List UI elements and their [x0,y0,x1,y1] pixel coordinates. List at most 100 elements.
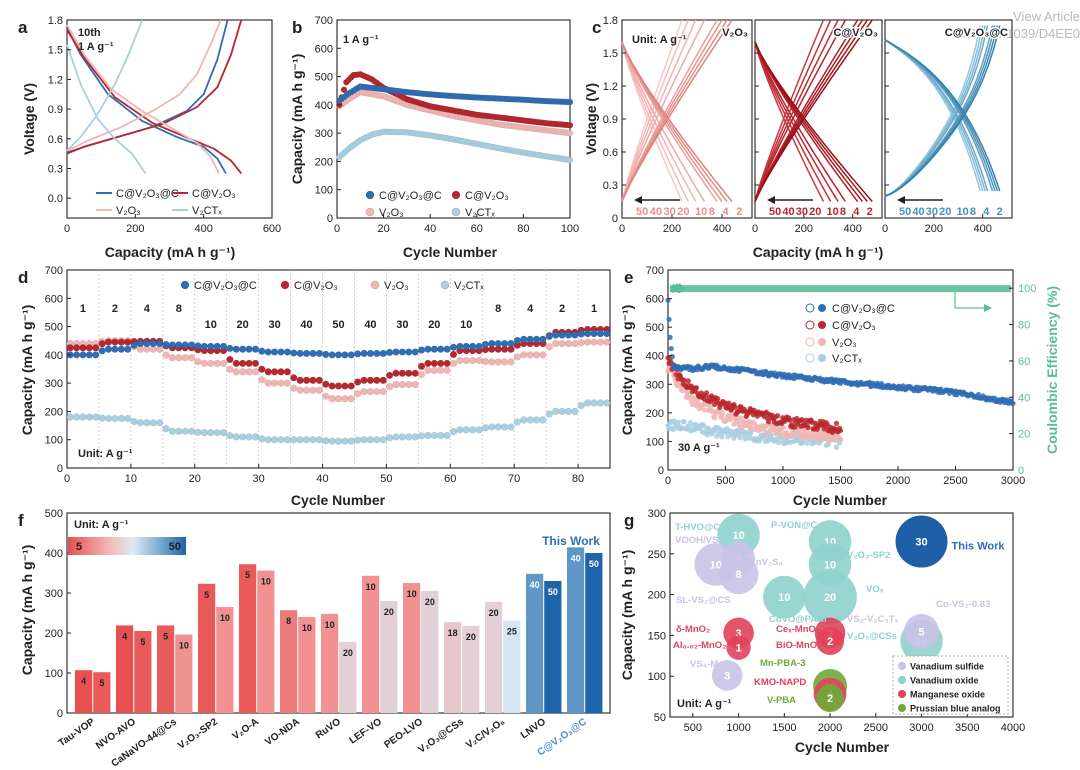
y-tick-label: 100 [648,671,666,683]
legend-marker [366,208,374,216]
data-point [386,349,393,356]
data-point [386,383,393,390]
x-tick-label: 500 [684,722,702,734]
legend-marker [441,281,449,289]
y-tick-label: 0 [327,213,333,225]
y-tick-label: 1.8 [603,15,618,27]
bar-rate-label: 5 [99,678,104,688]
data-point [393,433,400,440]
bar-rate-label: 5 [204,590,209,600]
data-point [341,395,348,402]
bar [585,553,602,713]
legend-label: Manganese oxide [910,690,985,700]
data-point [310,377,317,384]
data-point [437,432,444,439]
bar-rate-label: 40 [571,553,581,563]
rate-label: 10 [957,206,969,218]
data-point [290,436,297,443]
bubble-name-label: KMO-NAPD [754,677,806,688]
x-tick-label: 200 [663,223,681,235]
colorbar-title: Unit: A g⁻¹ [74,519,129,531]
data-point [67,414,74,421]
data-point [495,340,502,347]
data-point [80,414,87,421]
panel-letter: f [18,511,24,530]
data-point [278,349,285,356]
data-point [207,429,214,436]
data-point [124,346,131,353]
x-tick-label: 0 [882,223,888,235]
rate-label: 2 [112,303,118,315]
series-line [885,40,985,191]
bubble-label: 8 [736,569,742,581]
data-point [258,348,265,355]
data-point [469,426,476,433]
data-point [373,388,380,395]
x-tick-label: 1500 [772,722,796,734]
bubble-label: 10 [824,559,836,571]
data-point [412,370,419,377]
data-point [666,317,671,322]
arrow-head [767,196,775,204]
data-point [201,360,208,367]
rate-label: 30 [664,206,676,218]
x-tick-label: 200 [126,223,144,235]
data-point [405,349,412,356]
x-tick-label: 4000 [1001,722,1025,734]
data-point [834,421,839,426]
rate-label: 10 [460,319,472,331]
data-point [169,354,176,361]
data-point [456,426,463,433]
data-point [227,366,234,373]
data-point [469,357,476,364]
data-point [361,436,368,443]
data-point [380,388,387,395]
data-point [603,400,610,407]
legend-marker [181,281,189,289]
data-point [450,360,457,367]
data-point [86,344,93,351]
data-point [290,374,297,381]
data-point [175,342,182,349]
colorbar-max-label: 50 [169,541,181,553]
rate-label: 4 [527,303,534,315]
series-line [755,42,872,202]
bubble-label: 20 [824,592,836,604]
data-point [297,387,304,394]
rate-label: 50 [769,206,781,218]
data-point [271,368,278,375]
rate-label: 30 [268,319,280,331]
data-point [565,408,572,415]
y-tick-label: 50 [654,712,666,724]
y-tick-label: 400 [646,351,664,363]
y-tick-label: 0.6 [603,147,618,159]
data-point [682,419,687,424]
data-point [290,385,297,392]
data-point [316,377,323,384]
data-point [405,370,412,377]
data-point [495,359,502,366]
y-tick-label: 0 [57,708,63,720]
y-tick-label: 700 [45,265,63,277]
bar-rate-label: 4 [81,676,86,686]
legend-marker [818,338,826,346]
bubble-label: 5 [918,626,924,638]
data-point [412,349,419,356]
y-tick-label: 200 [315,156,333,168]
data-point [476,343,483,350]
y-axis-label: Voltage (V) [583,83,599,155]
data-point [201,429,208,436]
x-tick-label: 0 [665,475,671,487]
rate-label: 8 [970,206,976,218]
data-point [86,351,93,358]
bar-rate-label: 5 [163,631,168,641]
data-point [456,357,463,364]
data-point [715,396,720,401]
data-point [112,346,119,353]
data-point [92,414,99,421]
data-point [124,415,131,422]
annotation: 1 A g⁻¹ [343,34,379,46]
data-point [367,377,374,384]
data-point [265,436,272,443]
y-tick-label: 100 [45,435,63,447]
